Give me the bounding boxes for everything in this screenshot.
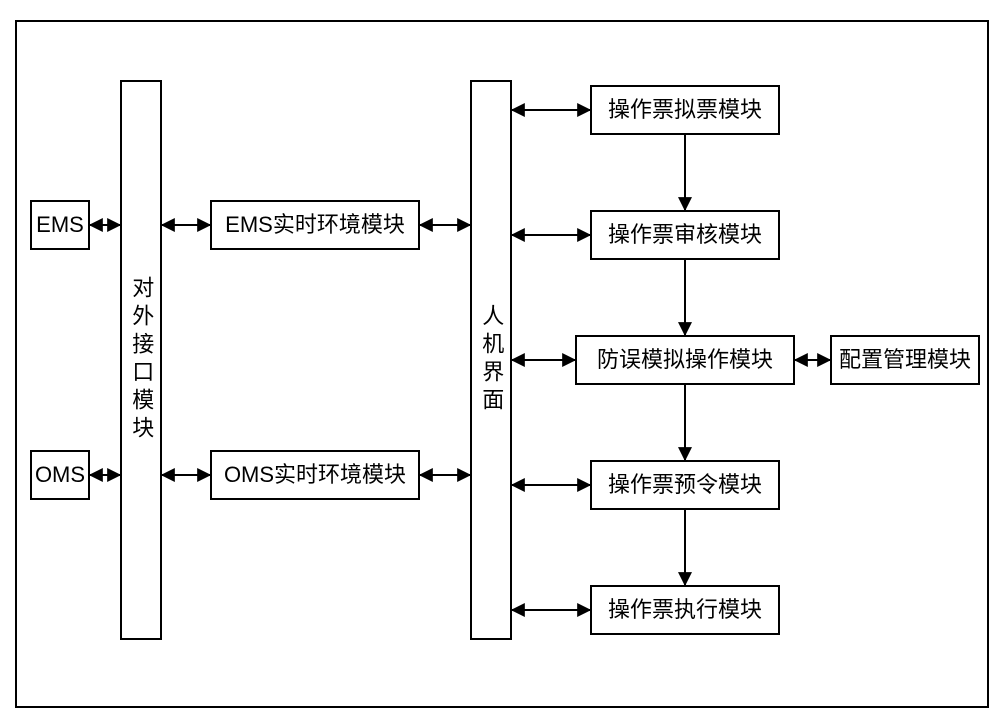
node-review: 操作票审核模块 xyxy=(590,210,780,260)
node-review-label: 操作票审核模块 xyxy=(602,222,768,248)
node-draft: 操作票拟票模块 xyxy=(590,85,780,135)
node-oms: OMS xyxy=(30,450,90,500)
node-ems-env-label: EMS实时环境模块 xyxy=(219,212,411,238)
node-config-label: 配置管理模块 xyxy=(833,347,977,373)
diagram-canvas: EMS OMS 对外接口模块 EMS实时环境模块 OMS实时环境模块 人机界面 … xyxy=(0,0,1000,724)
node-exec: 操作票执行模块 xyxy=(590,585,780,635)
node-exec-label: 操作票执行模块 xyxy=(602,597,768,623)
node-oms-env-label: OMS实时环境模块 xyxy=(218,462,412,488)
node-draft-label: 操作票拟票模块 xyxy=(602,97,768,123)
node-hmi-label: 人机界面 xyxy=(478,304,504,416)
node-oms-env: OMS实时环境模块 xyxy=(210,450,420,500)
node-external-interface-label: 对外接口模块 xyxy=(128,276,154,444)
node-hmi: 人机界面 xyxy=(470,80,512,640)
node-ems-env: EMS实时环境模块 xyxy=(210,200,420,250)
node-ems-label: EMS xyxy=(30,212,90,238)
node-oms-label: OMS xyxy=(29,462,91,488)
node-external-interface: 对外接口模块 xyxy=(120,80,162,640)
node-sim: 防误模拟操作模块 xyxy=(575,335,795,385)
node-config: 配置管理模块 xyxy=(830,335,980,385)
node-ems: EMS xyxy=(30,200,90,250)
node-predoc: 操作票预令模块 xyxy=(590,460,780,510)
node-predoc-label: 操作票预令模块 xyxy=(602,472,768,498)
node-sim-label: 防误模拟操作模块 xyxy=(591,347,779,373)
